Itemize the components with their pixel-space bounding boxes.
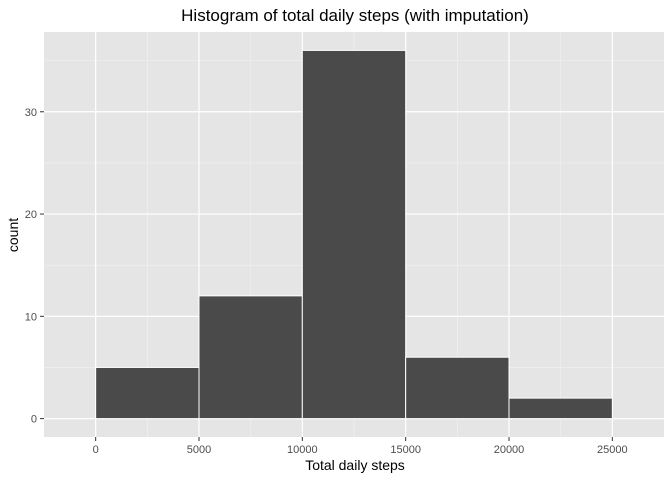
y-axis: 0 10 20 30 [25,107,44,426]
y-axis-title: count [5,218,21,252]
x-axis-title: Total daily steps [305,457,405,473]
x-axis: 0 5000 10000 15000 20000 25000 [93,437,628,456]
x-tick-label: 15000 [390,444,421,456]
x-tick-label: 5000 [187,444,211,456]
histogram-bar [508,397,613,420]
x-tick-label: 25000 [597,444,628,456]
histogram-bars [95,49,613,420]
y-tick-label: 0 [31,414,37,426]
chart-title: Histogram of total daily steps (with imp… [181,6,529,25]
y-tick-label: 10 [25,311,37,323]
histogram-bar [301,49,407,420]
y-tick-label: 30 [25,107,37,119]
x-tick-label: 10000 [287,444,318,456]
histogram-bar [95,366,200,420]
y-tick-label: 20 [25,209,37,221]
histogram-bar [405,356,510,420]
x-tick-label: 20000 [494,444,525,456]
x-tick-label: 0 [93,444,99,456]
histogram-bar [198,295,303,420]
